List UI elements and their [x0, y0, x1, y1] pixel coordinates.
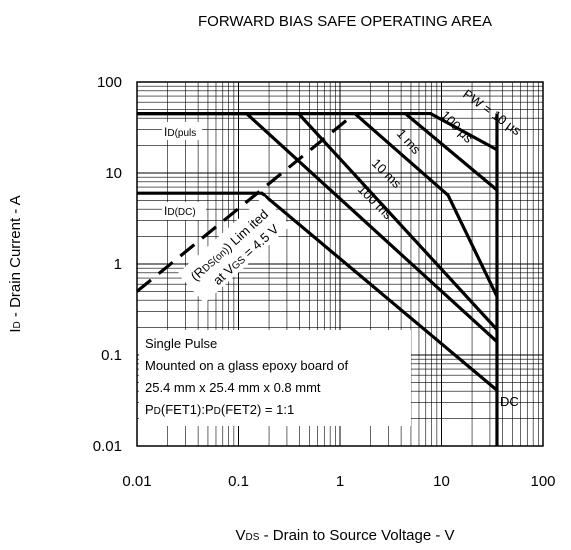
x-axis-label: VDS - Drain to Source Voltage - V	[235, 527, 454, 544]
series-label: 10 ms	[369, 156, 405, 192]
label-bg	[162, 202, 206, 220]
series-label: DC	[500, 394, 519, 409]
y-tick-label: 0.1	[101, 347, 122, 364]
y-tick-label: 10	[105, 165, 122, 182]
label-bg	[162, 122, 202, 140]
chart-title: FORWARD BIAS SAFE OPERATING AREA	[198, 13, 492, 30]
y-tick-label: 1	[114, 256, 122, 273]
x-tick-label: 100	[530, 473, 555, 490]
lines	[135, 111, 499, 446]
x-tick-label: 0.1	[228, 473, 249, 490]
note-line: Mounted on a glass epoxy board of	[145, 358, 348, 373]
note-line: PD(FET1):PD(FET2) = 1:1	[145, 402, 294, 417]
note-line: Single Pulse	[145, 336, 217, 351]
id-pulse-label: ID(puls	[164, 125, 196, 139]
x-tick-label: 1	[336, 473, 344, 490]
plot-frame	[136, 81, 544, 447]
id-dc-label: ID(DC)	[164, 204, 196, 218]
label-bg	[177, 195, 291, 304]
y-axis-label: ID - Drain Current - A	[7, 195, 24, 332]
y-tick-label: 100	[97, 74, 122, 91]
series-line	[137, 111, 499, 343]
y-tick-label: 0.01	[93, 438, 122, 455]
series-line	[137, 191, 499, 392]
series-line	[135, 112, 356, 293]
series-label: 100 μs	[438, 108, 477, 147]
x-tick-label: 10	[433, 473, 450, 490]
note-line: 25.4 mm x 25.4 mm x 0.8 mmt	[145, 380, 321, 395]
x-tick-label: 0.01	[122, 473, 151, 490]
note-box	[139, 330, 411, 426]
